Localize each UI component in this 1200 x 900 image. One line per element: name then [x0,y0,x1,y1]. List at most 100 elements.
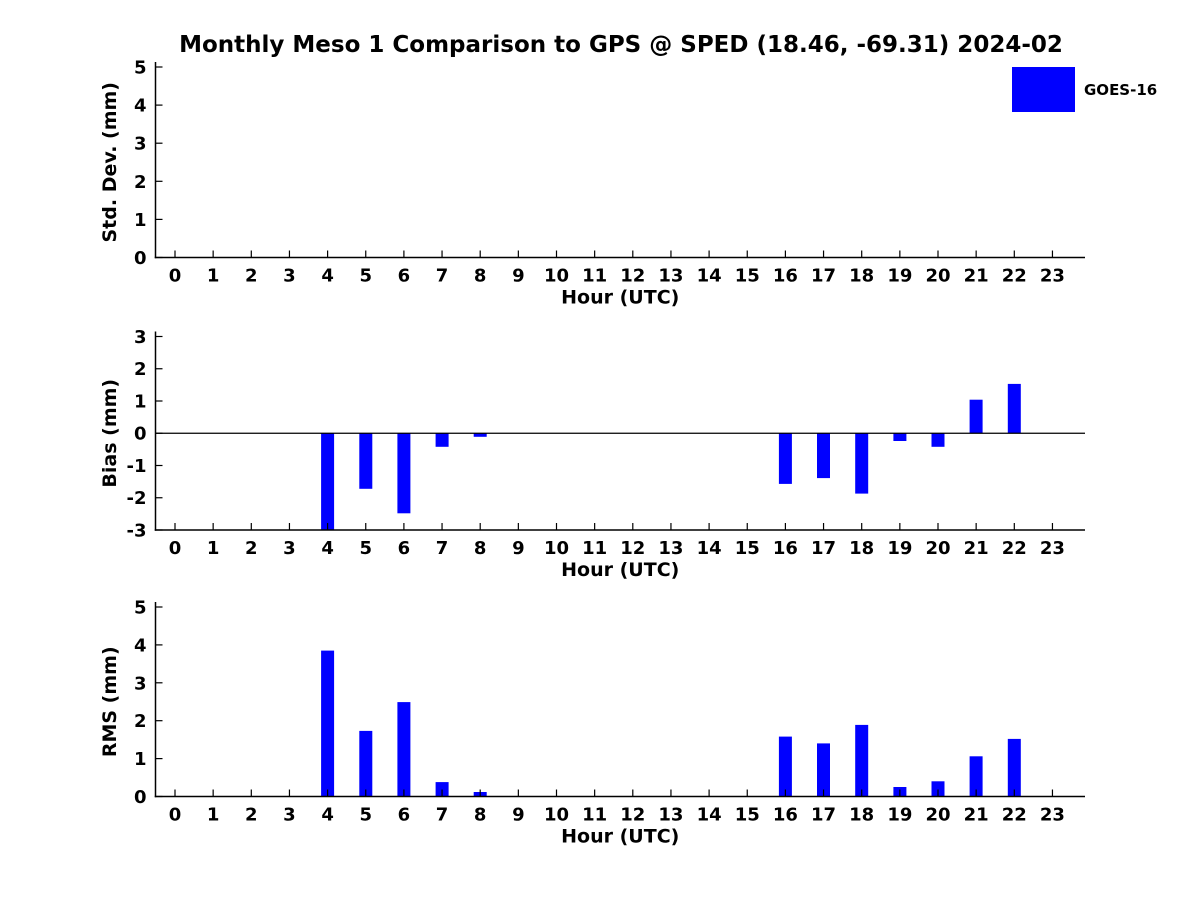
bar-rms-hour-6 [397,702,411,797]
y-tick-label-bias: 2 [134,359,147,380]
x-tick-label-std-dev: 6 [398,266,411,287]
y-tick-label-bias: 3 [134,327,147,348]
x-tick-label-std-dev: 1 [207,266,220,287]
y-tick-label-std-dev: 5 [134,57,147,78]
x-tick-label-rms: 3 [283,805,296,826]
x-tick-label-rms: 18 [849,805,874,826]
x-tick-label-bias: 21 [964,538,989,559]
bar-bias-hour-22 [1007,383,1021,434]
x-tick-label-bias: 16 [773,538,798,559]
x-tick-label-rms: 7 [436,805,449,826]
x-tick-label-rms: 6 [398,805,411,826]
x-tick-label-bias: 17 [811,538,836,559]
x-tick-label-std-dev: 16 [773,266,798,287]
bar-bias-hour-6 [397,433,411,514]
x-tick-label-bias: 8 [474,538,487,559]
bar-rms-hour-17 [817,743,830,797]
x-tick-label-std-dev: 18 [849,266,874,287]
x-tick-label-rms: 17 [811,805,836,826]
x-tick-label-rms: 4 [321,805,334,826]
y-tick-label-rms: 1 [134,749,147,770]
x-tick-label-std-dev: 17 [811,266,836,287]
x-tick-label-bias: 12 [620,538,645,559]
x-tick-label-std-dev: 20 [925,266,950,287]
bar-rms-hour-22 [1007,738,1021,797]
x-tick-label-rms: 12 [620,805,645,826]
x-tick-label-rms: 1 [207,805,220,826]
x-tick-label-std-dev: 10 [544,266,569,287]
x-tick-label-bias: 23 [1040,538,1065,559]
x-tick-label-bias: 14 [697,538,722,559]
x-tick-label-bias: 18 [849,538,874,559]
ylabel-rms: RMS (mm) [99,646,121,757]
x-tick-label-std-dev: 8 [474,266,487,287]
x-tick-label-bias: 22 [1002,538,1027,559]
bar-bias-hour-16 [778,433,792,484]
bar-bias-hour-19 [893,433,907,441]
x-tick-label-std-dev: 22 [1002,266,1027,287]
bar-rms-hour-5 [359,730,373,797]
x-tick-label-rms: 5 [359,805,372,826]
bar-rms-hour-7 [435,782,449,797]
y-tick-label-std-dev: 1 [134,210,147,231]
x-tick-label-rms: 19 [887,805,912,826]
x-tick-label-rms: 9 [512,805,525,826]
x-tick-label-rms: 16 [773,805,798,826]
x-tick-label-bias: 2 [245,538,258,559]
x-tick-label-rms: 22 [1002,805,1027,826]
x-tick-label-bias: 3 [283,538,296,559]
x-tick-label-rms: 15 [735,805,760,826]
x-tick-label-rms: 0 [169,805,182,826]
y-tick-label-bias: -2 [127,488,147,509]
x-tick-label-bias: 15 [735,538,760,559]
x-tick-label-bias: 4 [321,538,334,559]
bar-bias-hour-21 [969,399,983,434]
legend: GOES-16 [1012,67,1157,112]
y-tick-label-rms: 3 [134,673,147,694]
y-tick-label-rms: 5 [134,597,147,618]
x-tick-label-bias: 19 [887,538,912,559]
x-tick-label-std-dev: 12 [620,266,645,287]
bar-rms-hour-4 [321,650,335,797]
x-tick-label-rms: 13 [658,805,683,826]
xlabel-rms: Hour (UTC) [561,826,679,848]
x-tick-label-bias: 20 [925,538,950,559]
y-tick-label-std-dev: 0 [134,248,147,269]
x-tick-label-bias: 1 [207,538,220,559]
y-tick-label-std-dev: 4 [134,96,147,117]
x-tick-label-bias: 6 [398,538,411,559]
y-tick-label-rms: 0 [134,787,147,808]
x-tick-label-std-dev: 7 [436,266,449,287]
x-tick-label-std-dev: 2 [245,266,258,287]
y-tick-label-std-dev: 2 [134,172,147,193]
x-tick-label-bias: 13 [658,538,683,559]
x-tick-label-bias: 11 [582,538,607,559]
legend-label: GOES-16 [1084,80,1158,99]
bar-bias-hour-8 [473,433,487,437]
ylabel-std-dev: Std. Dev. (mm) [99,82,121,243]
x-tick-label-rms: 21 [964,805,989,826]
x-tick-label-bias: 10 [544,538,569,559]
x-tick-label-std-dev: 13 [658,266,683,287]
x-tick-label-std-dev: 21 [964,266,989,287]
x-tick-label-bias: 7 [436,538,449,559]
y-tick-label-bias: 0 [134,424,147,445]
y-tick-label-bias: -3 [127,520,147,541]
bar-bias-hour-20 [931,433,945,447]
xlabel-std-dev: Hour (UTC) [561,287,679,309]
bar-bias-hour-5 [359,433,373,489]
y-tick-label-bias: -1 [127,456,147,477]
x-tick-label-std-dev: 0 [169,266,182,287]
x-tick-label-rms: 20 [925,805,950,826]
bar-rms-hour-16 [778,736,792,797]
bar-rms-hour-21 [969,756,983,797]
legend-swatch-goes16 [1012,67,1075,112]
x-tick-label-rms: 8 [474,805,487,826]
bar-bias-hour-18 [855,433,869,494]
x-tick-label-std-dev: 5 [359,266,372,287]
x-tick-label-rms: 10 [544,805,569,826]
